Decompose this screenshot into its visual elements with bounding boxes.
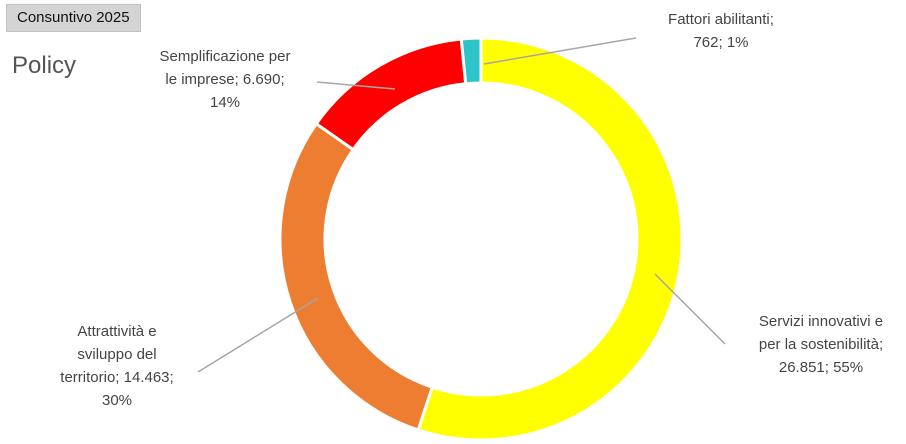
period-badge: Consuntivo 2025 [6,4,141,32]
slice-label-line: 14% [210,94,240,111]
slice-label-line: Attrattività e [77,323,156,340]
leader-line-1 [654,273,726,345]
leader-line-4 [483,37,637,65]
slice-2 [278,121,435,432]
slice-label-line: Semplificazione per [160,48,291,65]
slice-label-line: territorio; 14.463; [60,369,173,386]
slice-label-line: 762; 1% [693,34,748,51]
slice-label-1: Servizi innovativi e per la sostenibilità… [759,313,883,376]
slice-label-2: Attrattività e sviluppo del territorio; 14… [60,323,173,409]
slice-label-line: sviluppo del [77,346,156,363]
slice-label-4: Fattori abilitanti; 762; 1% [668,11,774,51]
slice-label-line: Fattori abilitanti; [668,11,774,28]
slice-4 [459,36,483,86]
leader-line-2 [197,297,319,373]
chart-title: Policy [12,52,77,79]
leader-line-3 [316,81,396,90]
slice-label-line: 26.851; 55% [779,359,863,376]
slice-1 [416,36,684,442]
slice-label-line: Servizi innovativi e [759,313,883,330]
slice-3 [314,37,468,152]
slice-label-line: le imprese; 6.690; [165,71,284,88]
slice-label-3: Semplificazione per le imprese; 6.690; 14% [160,48,291,111]
slice-label-line: 30% [102,392,132,409]
slice-label-line: per la sostenibilità; [759,336,883,353]
